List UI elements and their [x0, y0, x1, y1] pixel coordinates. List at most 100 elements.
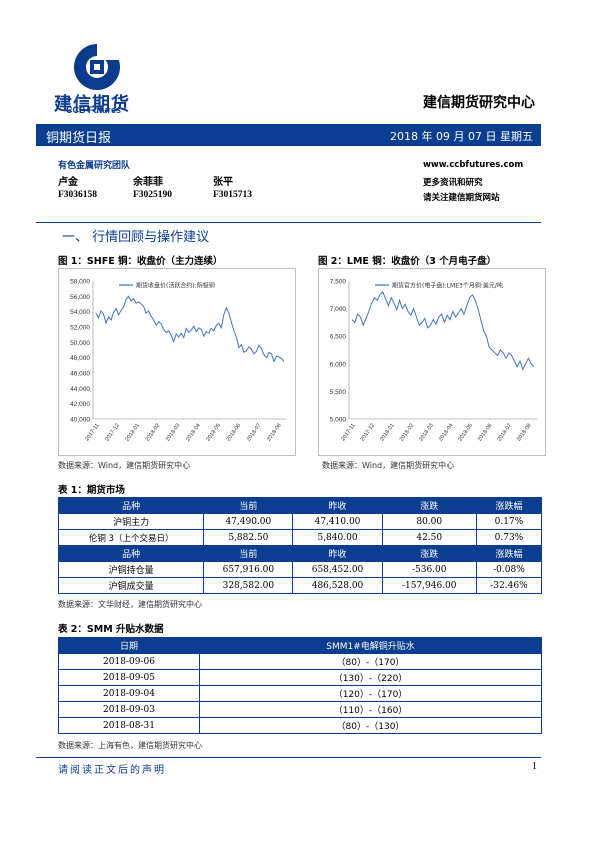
section-divider [36, 222, 541, 223]
x-tick-label: 2018-07 [497, 423, 513, 443]
legend-label: 期货官方价(电子盘):LME3个月铜:美元/吨 [392, 282, 503, 290]
x-tick-label: 2018-01 [379, 423, 395, 443]
x-tick-label: 2018-04 [438, 423, 454, 443]
y-tick-label: 7,000 [330, 306, 347, 313]
table-cell: 5,840.00 [292, 529, 383, 546]
table-cell: 沪铜成交量 [57, 577, 205, 594]
y-tick-label: 52,000 [70, 325, 90, 332]
shfe-copper-chart: 58,000 56,000 54,000 52,000 50,000 48,000 46,0… [58, 268, 296, 456]
report-date: 2018 年 09 月 07 日 星期五 [390, 130, 533, 143]
y-tick-label: 7,500 [330, 279, 347, 286]
col-header: 涨跌 [381, 545, 477, 562]
table-cell: （80）-（130） [199, 717, 542, 734]
y-tick-label: 58,000 [70, 279, 90, 286]
x-tick-label: 2018-02 [399, 423, 415, 443]
table-cell: 328,582.00 [203, 577, 294, 594]
figure-1-title: 图 1：SHFE 铜：收盘价（主力连续） [58, 256, 223, 267]
y-tick-label: 54,000 [70, 309, 90, 316]
table-row: 2018-09-06 （80）-（170） [58, 653, 542, 670]
col-header: SMM1#电解铜升贴水 [199, 637, 542, 654]
table-row: 沪铜持仓量 657,916.00 658,452.00 -536.00 -0.0… [57, 561, 543, 578]
table-cell: 42.50 [381, 529, 477, 546]
table-cell: 658,452.00 [292, 561, 383, 578]
table-cell: 657,916.00 [203, 561, 294, 578]
logo-text-cn: 建信期货 [54, 94, 130, 115]
y-tick-label: 40,000 [70, 417, 90, 424]
author-name: 张平 [213, 177, 233, 188]
footer-divider [36, 757, 541, 758]
x-tick-label: 2018-08 [266, 423, 282, 443]
col-header: 当前 [203, 545, 294, 562]
research-center-name: 建信期货研究中心 [423, 95, 535, 111]
table-cell: 2018-08-31 [58, 717, 200, 734]
table-2-source: 数据来源：上海有色，建信期货研究中心 [58, 741, 202, 750]
table-row: 伦铜 3（上个交易日） 5,882.50 5,840.00 42.50 0.73… [57, 529, 543, 546]
x-tick-label: 2018-03 [418, 423, 434, 443]
table-row: 2018-09-03 （110）-（160） [58, 701, 542, 718]
col-header: 当前 [203, 497, 294, 514]
x-tick-label: 2018-05 [457, 423, 473, 443]
y-tick-label: 44,000 [70, 386, 90, 393]
col-header: 品种 [57, 545, 205, 562]
table-cell: 2018-09-03 [58, 701, 200, 718]
team-name: 有色金属研究团队 [58, 161, 131, 171]
table-row: 沪铜成交量 328,582.00 486,528.00 -157,946.00 … [57, 577, 543, 594]
table-header-row: 品种 当前 昨收 涨跌 涨跌幅 [57, 545, 543, 562]
y-tick-label: 50,000 [70, 340, 90, 347]
table-cell: 47,410.00 [292, 513, 383, 530]
table-cell: -157,946.00 [381, 577, 477, 594]
col-header: 涨跌 [381, 497, 477, 514]
y-tick-label: 46,000 [70, 371, 90, 378]
smm-premium-table: 日期 SMM1#电解铜升贴水 2018-09-06 （80）-（170） 201… [58, 637, 542, 734]
table-cell: 2018-09-06 [58, 653, 200, 670]
website-link[interactable]: www.ccbfutures.com [423, 160, 524, 170]
author-license-id: F3036158 [58, 190, 98, 200]
figure-2-title: 图 2：LME 铜：收盘价（3 个月电子盘） [318, 256, 497, 267]
table-cell: 486,528.00 [292, 577, 383, 594]
y-tick-label: 42,000 [70, 401, 90, 408]
table-cell: （80）-（170） [199, 653, 542, 670]
y-tick-label: 56,000 [70, 294, 90, 301]
page-number: 1 [532, 761, 537, 772]
table-cell: 2018-09-04 [58, 685, 200, 702]
table-header-row: 日期 SMM1#电解铜升贴水 [58, 637, 542, 654]
author-license-id: F3015713 [213, 190, 253, 200]
logo-text-en: CCB Futures [66, 105, 122, 115]
report-banner: 铜期货日报 2018 年 09 月 07 日 星期五 [36, 124, 541, 146]
price-series-line [95, 295, 285, 363]
col-header: 昨收 [292, 497, 383, 514]
futures-market-table: 品种 当前 昨收 涨跌 涨跌幅 沪铜主力 47,490.00 47,410.00… [57, 497, 543, 594]
x-tick-label: 2017-12 [360, 423, 376, 443]
x-tick-label: 2018-01 [125, 423, 141, 443]
table-cell: 5,882.50 [203, 529, 294, 546]
table-cell: 0.73% [475, 529, 543, 546]
table-cell: 80.00 [381, 513, 477, 530]
x-tick-label: 2018-06 [226, 423, 242, 443]
price-series-line [351, 291, 535, 371]
x-tick-label: 2018-05 [205, 423, 221, 443]
table-header-row: 品种 当前 昨收 涨跌 涨跌幅 [57, 497, 543, 514]
more-research-text: 更多资讯和研究 [423, 178, 483, 188]
table-2-title: 表 2：SMM 升贴水数据 [58, 624, 164, 635]
x-tick-label: 2018-08 [516, 423, 532, 443]
col-header: 日期 [58, 637, 200, 654]
table-cell: （120）-（170） [199, 685, 542, 702]
table-cell: 47,490.00 [203, 513, 294, 530]
section-title: 一、 行情回顾与操作建议 [62, 230, 210, 245]
col-header: 昨收 [292, 545, 383, 562]
author-license-id: F3025190 [133, 190, 173, 200]
table-cell: 0.17% [475, 513, 543, 530]
table-cell: 沪铜持仓量 [57, 561, 205, 578]
x-tick-label: 2018-07 [246, 423, 262, 443]
table-cell: -32.46% [475, 577, 543, 594]
figure-1-source: 数据来源：Wind，建信期货研究中心 [58, 461, 191, 470]
x-tick-label: 2018-03 [165, 423, 181, 443]
y-tick-label: 5,500 [330, 389, 347, 396]
table-row: 2018-09-05 （130）-（220） [58, 669, 542, 686]
x-tick-label: 2018-04 [185, 423, 201, 443]
x-tick-label: 2017-11 [340, 423, 356, 443]
table-cell: 伦铜 3（上个交易日） [57, 529, 205, 546]
figure-2-source: 数据来源：Wind，建信期货研究中心 [322, 461, 455, 470]
ccb-logo-icon [74, 42, 124, 90]
